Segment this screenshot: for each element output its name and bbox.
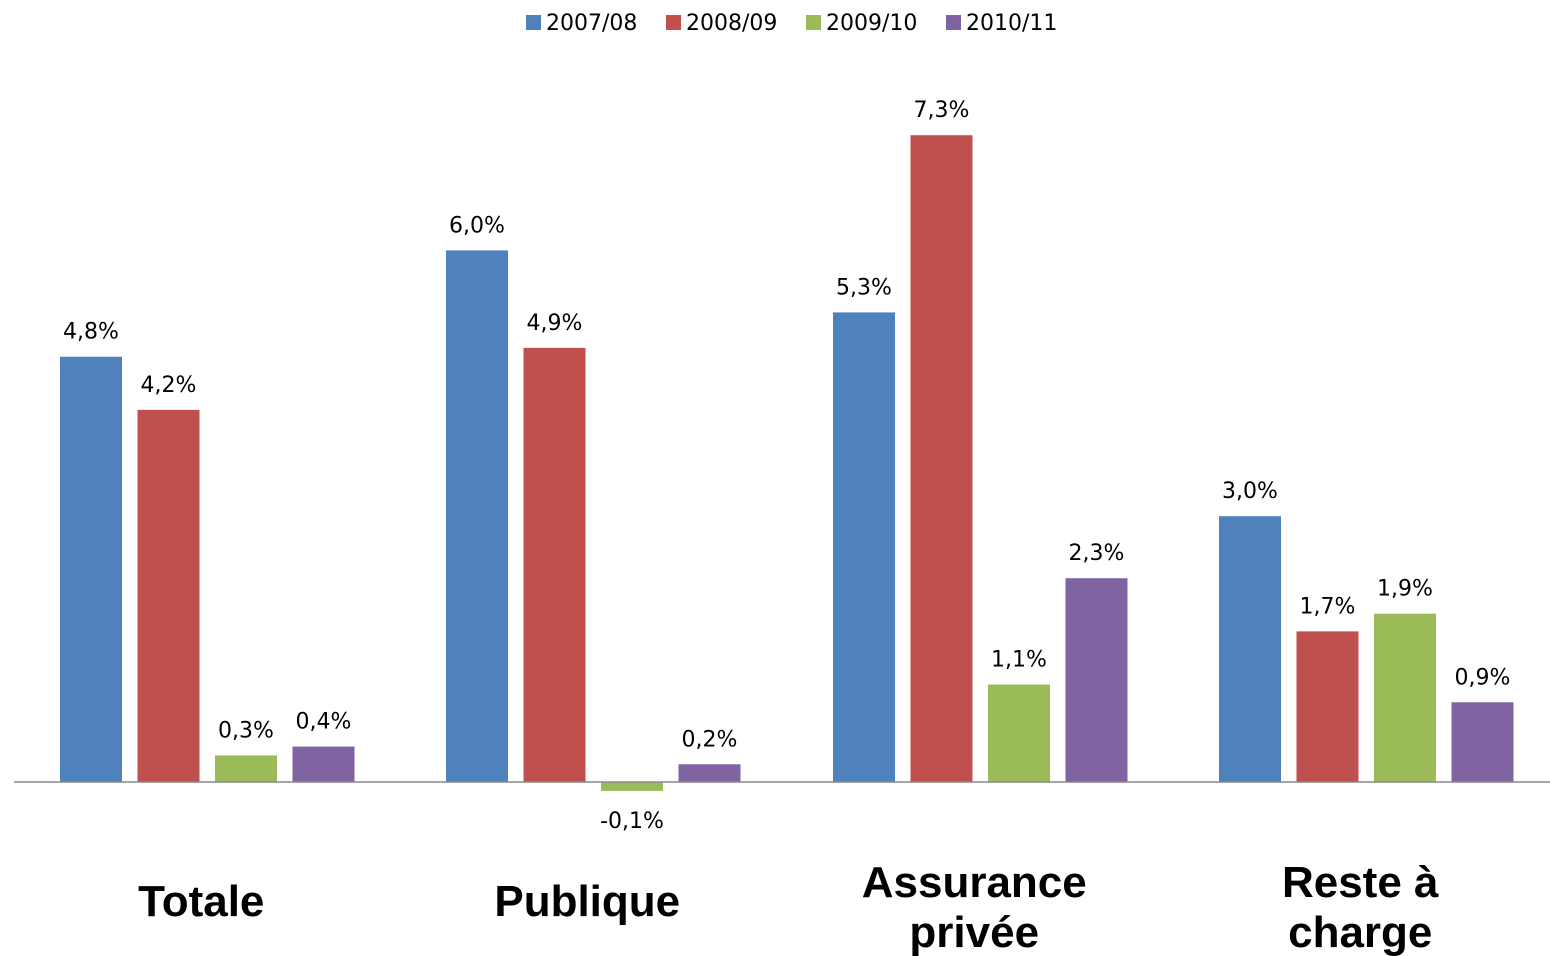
legend-item-2010-11: 2010/11 [946, 11, 1057, 36]
bar-2010-11-cat1 [678, 764, 741, 782]
category-label-line: privée [909, 908, 1039, 956]
bar-2007-08-cat0 [60, 356, 122, 782]
legend-label: 2010/11 [966, 11, 1057, 36]
bar-2009-10-cat0 [215, 755, 277, 782]
category-label-line: Assurance [862, 858, 1087, 907]
bar-2010-11-cat2 [1065, 578, 1128, 782]
bar-2008-09-cat1 [523, 347, 586, 782]
data-label: 0,2% [682, 727, 738, 752]
data-label: 7,3% [914, 98, 970, 123]
data-label: 4,2% [141, 373, 197, 398]
data-label: 6,0% [449, 213, 505, 238]
data-label: 0,3% [218, 718, 274, 743]
bar-2008-09-cat0 [137, 409, 200, 782]
data-label: 0,4% [296, 710, 352, 735]
category-label: Reste à charge [1282, 858, 1439, 956]
bar-2008-09-cat3 [1296, 631, 1359, 782]
legend-swatch [666, 15, 681, 30]
bar-2007-08-cat3 [1219, 516, 1281, 782]
category-label-group: Totale Publique Assurance privée Reste à char… [138, 858, 1439, 956]
legend-swatch [806, 15, 821, 30]
data-label: 5,3% [836, 275, 892, 300]
data-label: 1,1% [991, 648, 1047, 673]
bar-group [60, 135, 1514, 791]
bar-2007-08-cat1 [446, 250, 508, 782]
value-label-group: 4,8% 6,0% 5,3% 3,0% 4,2% 4,9% 7,3% 1,7% 0,3% -0,1… [63, 98, 1510, 834]
data-label: -0,1% [600, 809, 664, 834]
category-label-line: Totale [138, 877, 264, 926]
legend-swatch [526, 15, 541, 30]
category-label: Totale [138, 877, 264, 926]
legend-label: 2007/08 [546, 11, 637, 36]
category-label-line: charge [1288, 908, 1432, 956]
category-label-line: Reste à [1282, 858, 1439, 907]
bar-2009-10-cat2 [988, 684, 1050, 782]
bar-2010-11-cat3 [1451, 702, 1514, 782]
data-label: 4,9% [527, 311, 583, 336]
legend-label: 2009/10 [826, 11, 917, 36]
bar-2009-10-cat3 [1374, 613, 1436, 782]
bar-2007-08-cat2 [833, 312, 895, 782]
bar-2008-09-cat2 [910, 135, 973, 783]
legend-label: 2008/09 [686, 11, 777, 36]
data-label: 1,9% [1377, 577, 1433, 602]
category-label-line: Publique [494, 877, 680, 926]
bar-2010-11-cat0 [292, 746, 355, 782]
legend-swatch [946, 15, 961, 30]
data-label: 3,0% [1222, 479, 1278, 504]
legend-item-2008-09: 2008/09 [666, 11, 777, 36]
category-label: Publique [494, 877, 680, 926]
data-label: 1,7% [1300, 594, 1356, 619]
data-label: 0,9% [1455, 665, 1511, 690]
category-label: Assurance privée [862, 858, 1087, 956]
bar-2009-10-cat1 [601, 782, 663, 791]
chart-legend: 2007/08 2008/09 2009/10 2010/11 [526, 11, 1057, 36]
data-label: 4,8% [63, 320, 119, 345]
legend-item-2007-08: 2007/08 [526, 11, 637, 36]
data-label: 2,3% [1069, 541, 1125, 566]
legend-item-2009-10: 2009/10 [806, 11, 917, 36]
